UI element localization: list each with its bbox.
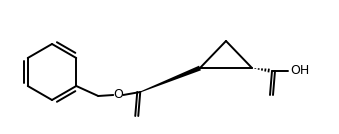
Text: O: O [113, 88, 123, 101]
Polygon shape [140, 66, 201, 92]
Text: OH: OH [291, 64, 310, 77]
